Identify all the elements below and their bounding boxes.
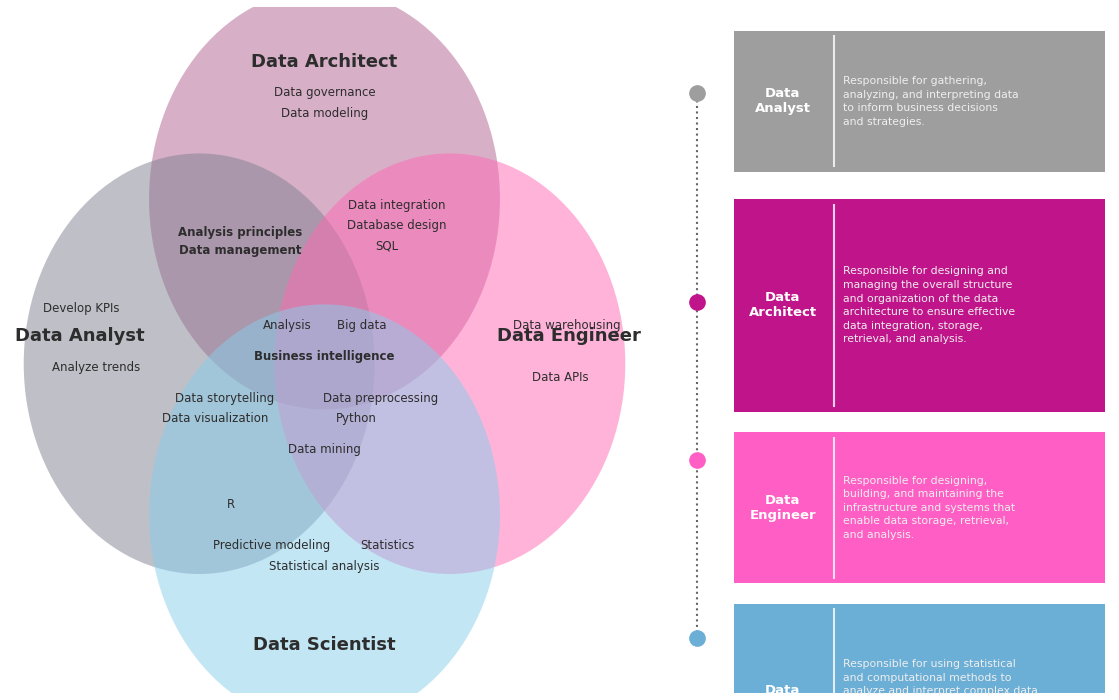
Text: Data APIs: Data APIs	[532, 371, 589, 384]
Text: Statistics: Statistics	[360, 539, 414, 552]
Text: Database design: Database design	[347, 218, 446, 232]
FancyBboxPatch shape	[734, 604, 1106, 700]
Text: Python: Python	[336, 412, 376, 425]
Text: Business intelligence: Business intelligence	[254, 351, 395, 363]
Text: Develop KPIs: Develop KPIs	[44, 302, 120, 315]
Text: Data integration: Data integration	[348, 199, 445, 212]
Text: Data Scientist: Data Scientist	[253, 636, 396, 654]
Text: Data Architect: Data Architect	[252, 53, 397, 71]
Text: Responsible for gathering,
analyzing, and interpreting data
to inform business d: Responsible for gathering, analyzing, an…	[843, 76, 1018, 127]
Text: Data governance: Data governance	[274, 86, 375, 99]
Text: Data Engineer: Data Engineer	[497, 328, 641, 345]
Text: Data
Architect: Data Architect	[749, 291, 817, 319]
Text: Big data: Big data	[337, 319, 387, 332]
Text: R: R	[226, 498, 235, 511]
Text: Data storytelling: Data storytelling	[175, 391, 274, 405]
Ellipse shape	[274, 153, 626, 574]
Text: Data
Engineer: Data Engineer	[750, 494, 816, 522]
Text: Statistical analysis: Statistical analysis	[270, 559, 379, 573]
Text: Data preprocessing: Data preprocessing	[323, 391, 439, 405]
Text: SQL: SQL	[376, 239, 398, 252]
Text: Data management: Data management	[179, 244, 301, 257]
Text: Data Analyst: Data Analyst	[16, 328, 145, 345]
FancyBboxPatch shape	[734, 433, 1106, 583]
Text: Responsible for designing,
building, and maintaining the
infrastructure and syst: Responsible for designing, building, and…	[843, 475, 1015, 540]
FancyBboxPatch shape	[734, 31, 1106, 172]
Ellipse shape	[23, 153, 375, 574]
Text: Data modeling: Data modeling	[281, 107, 368, 120]
Ellipse shape	[149, 304, 500, 700]
Text: Analysis: Analysis	[263, 319, 311, 332]
Ellipse shape	[149, 0, 500, 410]
Text: Analyze trends: Analyze trends	[51, 360, 140, 374]
Text: Analysis principles: Analysis principles	[178, 225, 302, 239]
Text: Data
Scientist: Data Scientist	[750, 684, 816, 700]
FancyBboxPatch shape	[734, 199, 1106, 412]
Text: Data visualization: Data visualization	[161, 412, 269, 425]
Text: Data
Analyst: Data Analyst	[754, 88, 811, 116]
Text: Responsible for designing and
managing the overall structure
and organization of: Responsible for designing and managing t…	[843, 267, 1015, 344]
Text: Responsible for using statistical
and computational methods to
analyze and inter: Responsible for using statistical and co…	[843, 659, 1038, 700]
Text: Data warehousing: Data warehousing	[514, 319, 621, 332]
Text: Predictive modeling: Predictive modeling	[213, 539, 330, 552]
Text: Data mining: Data mining	[288, 443, 361, 456]
